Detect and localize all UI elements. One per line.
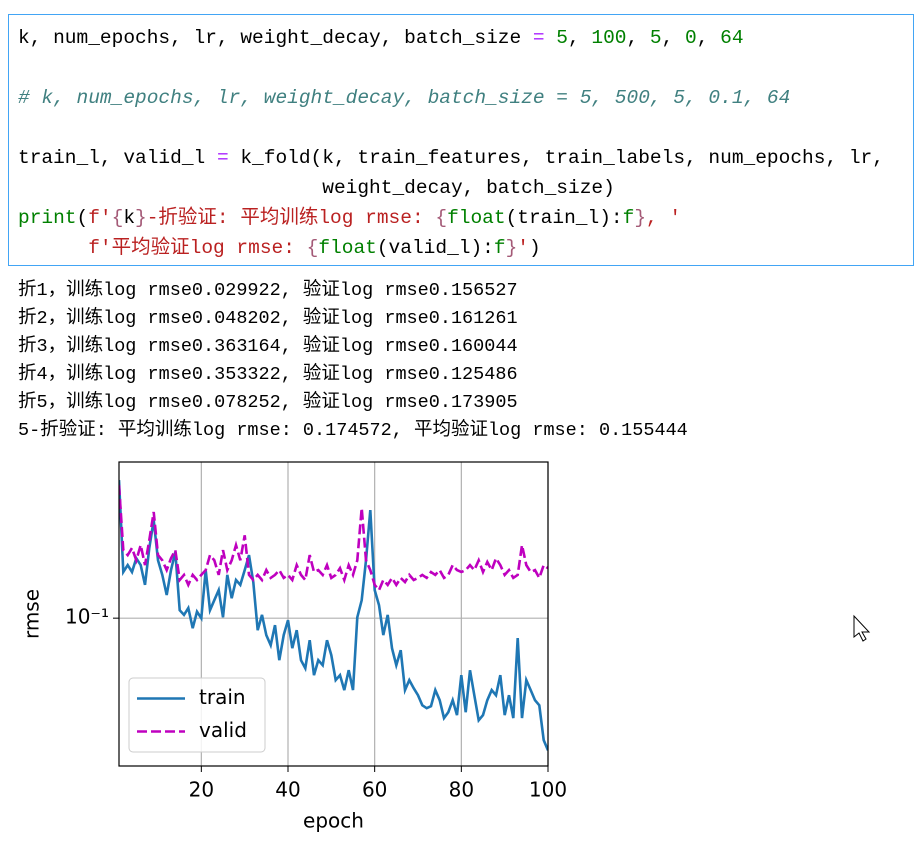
code-token: {: [111, 207, 124, 229]
code-line: f'平均验证log rmse: {float(valid_l):f}'): [18, 233, 884, 263]
code-token: # k, num_epochs, lr, weight_decay, batch…: [18, 87, 791, 109]
x-tick-label: 40: [275, 778, 300, 802]
code-token: {: [435, 207, 448, 229]
legend-label: valid: [199, 718, 247, 742]
code-token: float: [447, 207, 506, 229]
code-cell[interactable]: k, num_epochs, lr, weight_decay, batch_s…: [8, 14, 914, 266]
code-token: {: [306, 237, 319, 259]
code-token: 5: [649, 27, 662, 49]
x-tick-label: 20: [189, 778, 214, 802]
code-token: ,: [568, 27, 592, 49]
mouse-cursor: [853, 614, 871, 642]
code-line: # k, num_epochs, lr, weight_decay, batch…: [18, 83, 884, 113]
code-token: ,: [626, 27, 650, 49]
y-tick-label: 10⁻¹: [65, 605, 109, 629]
code-token: =: [216, 147, 229, 169]
code-token: , ': [646, 207, 682, 229]
x-tick-label: 100: [529, 778, 567, 802]
code-token: 64: [720, 27, 744, 49]
data-line: [119, 480, 548, 751]
legend-box: [128, 677, 266, 753]
output-line: 折1，训练log rmse0.029922, 验证log rmse0.15652…: [18, 280, 518, 301]
code-token: =: [532, 27, 545, 49]
plot-frame: [118, 461, 549, 767]
code-token: f': [88, 207, 112, 229]
output-line: 折2，训练log rmse0.048202, 验证log rmse0.16126…: [18, 308, 518, 329]
code-line: k, num_epochs, lr, weight_decay, batch_s…: [18, 23, 884, 53]
code-token: ): [529, 237, 541, 259]
code-token: k_fold(k, train_features, train_labels, …: [228, 147, 884, 169]
code-token: k: [123, 207, 136, 229]
x-tick-label: 80: [449, 778, 474, 802]
cell-output: 折1，训练log rmse0.029922, 验证log rmse0.15652…: [18, 277, 688, 445]
code-token: weight_decay, batch_size): [18, 177, 615, 199]
y-axis-label: rmse: [20, 589, 44, 639]
legend-label: train: [199, 685, 246, 709]
code-token: k, num_epochs, lr, weight_decay, batch_s…: [18, 27, 533, 49]
x-axis-label: epoch: [303, 809, 364, 833]
code-token: (train_l):: [505, 207, 623, 229]
code-token: 100: [591, 27, 627, 49]
code-token: }: [634, 207, 647, 229]
output-line: 折4，训练log rmse0.353322, 验证log rmse0.12548…: [18, 364, 518, 385]
code-editor: k, num_epochs, lr, weight_decay, batch_s…: [18, 23, 884, 263]
code-token: f: [493, 237, 506, 259]
code-line: weight_decay, batch_size): [18, 173, 884, 203]
code-token: ': [517, 237, 529, 259]
code-token: ,: [696, 27, 721, 49]
code-token: }: [135, 207, 147, 229]
output-line: 折5，训练log rmse0.078252, 验证log rmse0.17390…: [18, 392, 518, 413]
code-line: print(f'{k}-折验证: 平均训练log rmse: {float(tr…: [18, 203, 884, 233]
code-token: 0: [685, 27, 697, 49]
output-line: 5-折验证: 平均训练log rmse: 0.174572, 平均验证log r…: [18, 420, 688, 441]
code-token: f'平均验证log rmse:: [18, 237, 307, 259]
code-token: float: [318, 237, 377, 259]
data-line: [119, 485, 548, 593]
output-line: 折3，训练log rmse0.363164, 验证log rmse0.16004…: [18, 336, 518, 357]
code-token: 5: [556, 27, 568, 49]
code-token: ,: [661, 27, 686, 49]
code-token: f: [622, 207, 635, 229]
code-token: train_l, valid_l: [18, 147, 217, 169]
code-token: (: [76, 207, 89, 229]
code-token: }: [505, 237, 518, 259]
x-tick-label: 60: [362, 778, 387, 802]
code-token: -折验证: 平均训练log rmse:: [146, 207, 436, 229]
code-token: print: [18, 207, 77, 229]
code-line: train_l, valid_l = k_fold(k, train_featu…: [18, 143, 884, 173]
code-token: (valid_l):: [376, 237, 494, 259]
